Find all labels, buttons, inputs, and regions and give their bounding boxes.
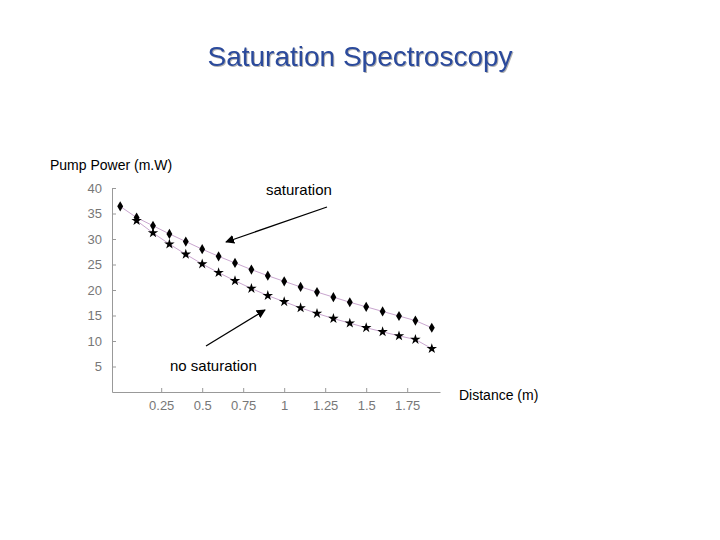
y-tick-mark bbox=[112, 290, 116, 291]
data-point bbox=[281, 276, 287, 286]
y-tick-mark bbox=[112, 188, 116, 189]
x-tick-label: 1.5 bbox=[358, 398, 376, 413]
x-tick-label: 0.75 bbox=[231, 398, 256, 413]
data-point bbox=[312, 308, 322, 318]
y-tick: 25 bbox=[88, 257, 116, 272]
x-axis-title: Distance (m) bbox=[459, 387, 538, 403]
x-tick: 1 bbox=[281, 388, 288, 413]
data-point bbox=[197, 258, 207, 268]
y-tick: 15 bbox=[88, 308, 116, 323]
annotation: no saturation bbox=[170, 357, 257, 374]
data-point bbox=[295, 302, 305, 312]
y-tick-label: 40 bbox=[88, 181, 102, 196]
annotation-arrow bbox=[206, 310, 265, 346]
x-tick: 0.25 bbox=[149, 388, 174, 413]
y-tick-label: 25 bbox=[88, 257, 102, 272]
data-point bbox=[248, 265, 254, 275]
data-point bbox=[216, 251, 222, 261]
x-tick-mark bbox=[366, 388, 367, 392]
data-point bbox=[347, 297, 353, 307]
y-tick-label: 20 bbox=[88, 283, 102, 298]
y-tick-mark bbox=[112, 265, 116, 266]
chart: Saturation Spectroscopy Pump Power (m.W) D… bbox=[0, 0, 720, 540]
data-point bbox=[412, 316, 418, 326]
data-point bbox=[363, 302, 369, 312]
data-point bbox=[279, 296, 289, 306]
y-tick: 30 bbox=[88, 232, 116, 247]
annotation-arrow bbox=[226, 207, 327, 242]
data-point bbox=[232, 258, 238, 268]
y-tick-label: 10 bbox=[88, 334, 102, 349]
y-tick: 10 bbox=[88, 334, 116, 349]
y-tick-mark bbox=[112, 239, 116, 240]
y-tick: 40 bbox=[88, 181, 116, 196]
data-point bbox=[199, 244, 205, 254]
data-point bbox=[361, 322, 371, 332]
y-tick: 5 bbox=[95, 359, 116, 374]
x-tick-mark bbox=[407, 388, 408, 392]
y-axis-title: Pump Power (m.W) bbox=[50, 157, 172, 173]
y-tick: 20 bbox=[88, 283, 116, 298]
x-tick-mark bbox=[243, 388, 244, 392]
x-tick-mark bbox=[161, 388, 162, 392]
data-point bbox=[410, 334, 420, 344]
data-point bbox=[181, 249, 191, 259]
data-point bbox=[183, 236, 189, 246]
data-point bbox=[380, 306, 386, 316]
data-point bbox=[345, 318, 355, 328]
y-tick: 35 bbox=[88, 206, 116, 221]
x-tick-mark bbox=[284, 388, 285, 392]
title: Saturation Spectroscopy bbox=[207, 41, 512, 72]
x-tick-label: 0.5 bbox=[194, 398, 212, 413]
data-point bbox=[263, 290, 273, 300]
x-tick-label: 0.25 bbox=[149, 398, 174, 413]
annotation: saturation bbox=[266, 181, 332, 198]
data-point bbox=[314, 287, 320, 297]
data-point bbox=[330, 292, 336, 302]
y-tick-label: 35 bbox=[88, 206, 102, 221]
x-tick: 1.5 bbox=[358, 388, 376, 413]
x-tick-label: 1.75 bbox=[395, 398, 420, 413]
data-point bbox=[117, 201, 123, 211]
data-point bbox=[396, 311, 402, 321]
x-tick-label: 1 bbox=[281, 398, 288, 413]
y-tick-mark bbox=[112, 341, 116, 342]
data-point bbox=[131, 215, 141, 225]
y-tick-mark bbox=[112, 316, 116, 317]
x-tick-label: 1.25 bbox=[313, 398, 338, 413]
data-point bbox=[377, 326, 387, 336]
x-tick-mark bbox=[325, 388, 326, 392]
y-tick-mark bbox=[112, 214, 116, 215]
y-tick-label: 5 bbox=[95, 359, 102, 374]
data-point bbox=[246, 283, 256, 293]
series-line bbox=[137, 221, 432, 349]
data-point bbox=[298, 282, 304, 292]
x-tick: 0.75 bbox=[231, 388, 256, 413]
data-point bbox=[166, 229, 172, 239]
data-point bbox=[164, 239, 174, 249]
x-tick: 0.5 bbox=[194, 388, 212, 413]
x-axis-line bbox=[113, 392, 441, 393]
data-point bbox=[429, 323, 435, 333]
y-axis: 5 10 15 20 25 30 35 40 bbox=[88, 181, 116, 393]
data-point bbox=[427, 343, 437, 353]
data-point bbox=[328, 313, 338, 323]
y-tick-mark bbox=[112, 367, 116, 368]
y-tick-label: 30 bbox=[88, 232, 102, 247]
y-tick-label: 15 bbox=[88, 308, 102, 323]
series-line bbox=[120, 206, 432, 327]
data-point bbox=[265, 271, 271, 281]
x-tick: 1.25 bbox=[313, 388, 338, 413]
x-tick-mark bbox=[202, 388, 203, 392]
x-axis: 0.25 0.5 0.75 1 1.25 1.5 1.75 bbox=[113, 388, 441, 413]
data-point bbox=[394, 330, 404, 340]
data-point bbox=[230, 275, 240, 285]
x-tick: 1.75 bbox=[395, 388, 420, 413]
data-point bbox=[213, 267, 223, 277]
data-point bbox=[148, 227, 158, 237]
plot-area bbox=[117, 201, 437, 353]
